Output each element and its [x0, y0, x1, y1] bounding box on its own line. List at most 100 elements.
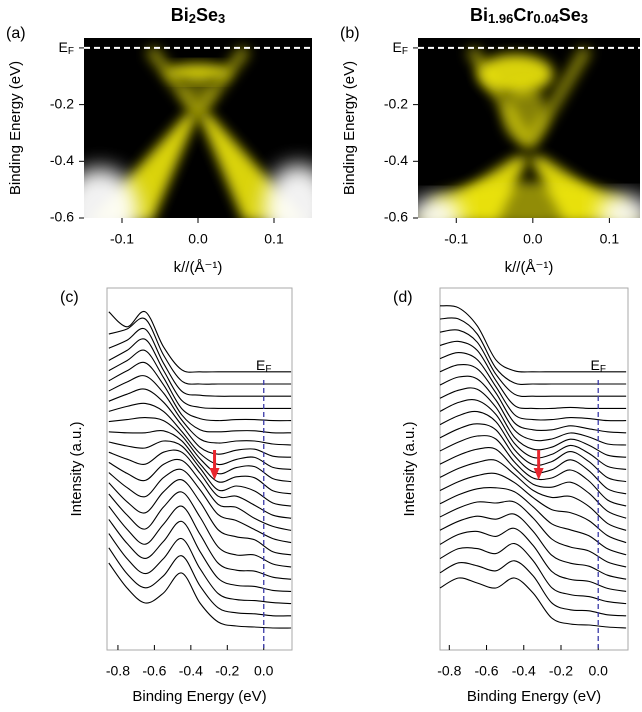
y-tick-label: -0.2: [384, 95, 408, 111]
y-tick-label: -0.4: [50, 152, 74, 168]
y-tick-label: -0.2: [50, 95, 74, 111]
edc-curve: [108, 562, 292, 629]
x-tick-label: 0.0: [188, 231, 208, 247]
edc-curve: [108, 440, 292, 507]
x-tick-label: -0.8: [437, 663, 461, 679]
x-tick-label: -0.2: [215, 663, 239, 679]
x-tick-label: -0.6: [142, 663, 166, 679]
band-glow: [182, 75, 214, 109]
panel-label: (b): [340, 25, 360, 42]
x-tick-label: -0.4: [179, 663, 203, 679]
edc-curve: [439, 472, 627, 544]
x-tick-label: -0.8: [106, 663, 130, 679]
edc-curve: [439, 305, 627, 373]
edc-curve: [439, 527, 627, 592]
intensity-peak: [84, 167, 139, 218]
plot-frame: [106, 287, 293, 651]
band-glow: [477, 54, 554, 94]
edc-curve: [439, 435, 627, 507]
edc-curve: [108, 310, 292, 373]
y-tick-label: EF: [393, 39, 408, 57]
edc-curve: [439, 543, 627, 605]
x-tick-label: 0.0: [254, 663, 274, 679]
edc-curve: [108, 505, 292, 580]
edc-curve: [108, 479, 292, 556]
edc-curve: [439, 399, 627, 470]
x-axis-label: k//(Å⁻¹): [505, 259, 554, 276]
y-axis-label: Binding Energy (eV): [341, 61, 358, 195]
edc-curve: [439, 387, 627, 458]
edc-curve: [108, 317, 292, 385]
edc-curve: [439, 500, 627, 568]
edc-curve: [108, 468, 292, 544]
edc-curve: [108, 533, 292, 605]
y-tick-label: -0.6: [50, 209, 74, 225]
y-axis-label: Intensity (a.u.): [401, 421, 418, 516]
edc-curve: [108, 417, 292, 483]
y-tick-label: EF: [59, 39, 74, 57]
edc-curve: [108, 338, 292, 410]
edc-curve: [108, 547, 292, 617]
x-tick-label: -0.6: [474, 663, 498, 679]
spectral-map: [84, 38, 312, 218]
edc-curve: [108, 388, 292, 458]
edc-curve: [108, 449, 292, 519]
edc-curve: [439, 560, 627, 617]
band-glow: [429, 182, 629, 218]
spectral-map: [418, 38, 640, 218]
x-axis-label: k//(Å⁻¹): [174, 259, 223, 276]
plot-frame: [439, 287, 629, 651]
edc-curve: [108, 491, 292, 568]
edc-curve: [108, 458, 292, 531]
edc-curve: [108, 402, 292, 470]
x-tick-label: -0.2: [549, 663, 573, 679]
x-tick-label: 0.1: [600, 231, 620, 247]
edc-curve: [439, 317, 627, 385]
edc-curve: [439, 513, 627, 580]
edc-curve: [439, 410, 627, 483]
x-axis-label: Binding Energy (eV): [467, 688, 601, 705]
fermi-level-label: EF: [256, 357, 271, 375]
edc-curve: [439, 340, 627, 410]
chart-title: Bi2Se3: [171, 5, 226, 27]
panel-label: (d): [393, 289, 413, 306]
intensity-peak: [597, 194, 640, 218]
edc-curve: [439, 329, 627, 398]
y-axis-label: Intensity (a.u.): [68, 421, 85, 516]
edc-curve: [439, 364, 627, 434]
edc-curve: [108, 327, 292, 397]
x-tick-label: 0.0: [588, 663, 608, 679]
x-tick-label: -0.1: [110, 231, 134, 247]
x-tick-label: -0.1: [444, 231, 468, 247]
edc-curve: [108, 349, 292, 422]
edc-curve: [439, 577, 627, 629]
x-tick-label: -0.4: [512, 663, 536, 679]
band-glow: [166, 63, 230, 82]
panel-label: (a): [6, 25, 26, 42]
edc-curve: [439, 423, 627, 495]
edc-curve: [439, 459, 627, 531]
intensity-peak: [264, 164, 312, 218]
edc-curve: [108, 361, 292, 434]
edc-curve: [439, 352, 627, 422]
x-axis-label: Binding Energy (eV): [132, 688, 266, 705]
y-tick-label: -0.6: [384, 209, 408, 225]
arrow-head: [533, 468, 544, 480]
band-glow: [502, 84, 547, 143]
arrow-head: [209, 468, 220, 480]
edc-curve: [439, 375, 627, 446]
panel-label: (c): [60, 289, 79, 306]
y-tick-label: -0.4: [384, 152, 408, 168]
edc-curve: [108, 519, 292, 592]
edc-curve: [439, 487, 627, 556]
x-tick-label: 0.0: [523, 231, 543, 247]
edc-curve: [108, 429, 292, 495]
y-axis-label: Binding Energy (eV): [7, 61, 24, 195]
edc-curve: [439, 446, 627, 519]
chart-title: Bi1.96Cr0.04Se3: [470, 5, 588, 27]
edc-curve: [108, 375, 292, 446]
fermi-level-label: EF: [590, 357, 605, 375]
intensity-peak: [418, 196, 463, 218]
x-tick-label: 0.1: [264, 231, 284, 247]
